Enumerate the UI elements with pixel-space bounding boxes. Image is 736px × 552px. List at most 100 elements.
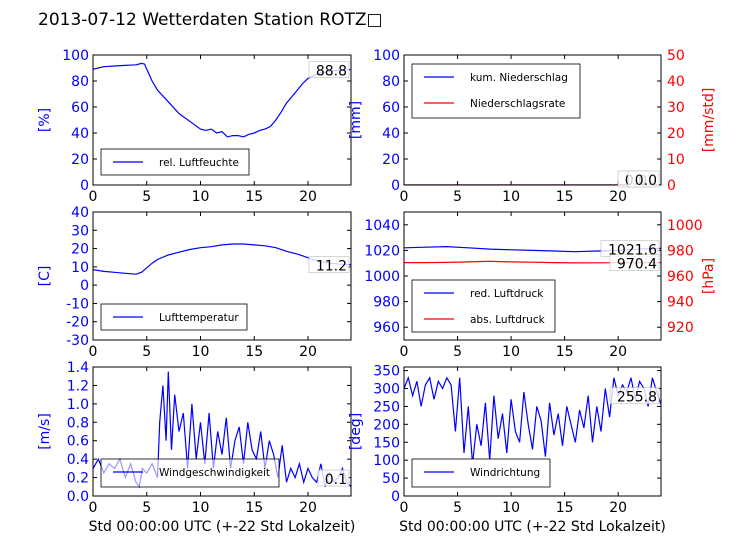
last-value-label: 255.8	[617, 390, 657, 406]
y-tick-label: 1.0	[67, 397, 89, 413]
x-tick-label: 5	[453, 500, 462, 516]
y-tick-label: 0.6	[67, 434, 89, 450]
last-value-label: 11.2	[316, 259, 347, 275]
x-tick-label: 10	[192, 189, 210, 205]
y2-axis-label: [hPa]	[701, 258, 717, 294]
y-tick-label: 50	[382, 471, 400, 487]
value-badge	[308, 256, 350, 273]
x-tick-label: 0	[89, 189, 98, 205]
y-tick-label: -30	[66, 333, 89, 349]
legend-label: Windrichtung	[470, 467, 540, 479]
y-tick-label: 20	[71, 242, 89, 258]
x-tick-label: 10	[502, 189, 520, 205]
last-value-label: 1021.6	[608, 242, 657, 258]
last-value-label: 970.4	[617, 257, 657, 273]
legend-label: Niederschlagsrate	[470, 98, 565, 110]
legend-box	[411, 279, 556, 333]
legend-label: abs. Luftdruck	[470, 314, 546, 326]
x-tick-label: 10	[502, 500, 520, 516]
y-tick-label: 80	[382, 74, 400, 90]
y-tick-label: 1.2	[67, 378, 89, 394]
x-tick-label: 20	[299, 344, 317, 360]
y-tick-label: 20	[71, 152, 89, 168]
chart-title: 2013-07-12 Wetterdaten Station ROTZ□	[38, 10, 383, 30]
chart-panel-wind-speed: 0 5 10 15 20 0.0 0.2 0.4 0.6 0.8 1.0 1.2 1.4 [m/s] Std…	[37, 360, 355, 535]
value-badge	[609, 387, 660, 404]
y-axis-label: [deg]	[348, 413, 364, 450]
y2-tick-label: 980	[667, 243, 694, 259]
y-tick-label: 100	[373, 48, 400, 64]
x-tick-label: 0	[89, 344, 98, 360]
y-tick-label: 200	[373, 417, 400, 433]
y-tick-label: 0	[391, 178, 400, 194]
y-tick-label: 1000	[364, 269, 400, 285]
chart-panel-pressure: 0 5 10 15 20 960 980 1000 1020 1040 920 940 960 980 10…	[364, 211, 717, 360]
y-tick-label: 0	[80, 278, 89, 294]
y-tick-label: 0	[391, 489, 400, 505]
y2-tick-label: 50	[667, 48, 685, 64]
x-tick-label: 10	[192, 344, 210, 360]
y-tick-label: 0.2	[67, 471, 89, 487]
legend-box	[100, 458, 280, 488]
x-axis-label: Std 00:00:00 UTC (+-22 Std Lokalzeit)	[399, 519, 666, 535]
y-axis-label: [m/s]	[37, 413, 53, 450]
x-tick-label: 15	[556, 189, 574, 205]
x-tick-label: 0	[400, 189, 409, 205]
legend-label: Windgeschwindigkeit	[159, 467, 270, 479]
legend-label: rel. Luftfeuchte	[159, 157, 239, 169]
last-value-label: 88.8	[316, 64, 347, 80]
y-tick-label: 960	[373, 320, 400, 336]
y-tick-label: 100	[373, 453, 400, 469]
chart-panel-precipitation: 0 5 10 15 20 0 20 40 60 80 100 0 10 20 30 40 50 [mm] [mm/s…	[348, 48, 717, 205]
y-tick-label: 20	[382, 152, 400, 168]
value-badge	[308, 61, 350, 78]
y2-tick-label: 920	[667, 320, 694, 336]
x-tick-label: 5	[453, 189, 462, 205]
y2-axis-label: [mm/std]	[701, 88, 717, 153]
y2-tick-label: 960	[667, 269, 694, 285]
x-axis-label: Std 00:00:00 UTC (+-22 Std Lokalzeit)	[89, 519, 356, 535]
y2-tick-label: 0	[667, 178, 676, 194]
chart-panel-humidity: 0 5 10 15 20 0 20 40 60 80 100 [%] rel. Luftfeuchte 8…	[37, 48, 352, 205]
y-axis-label: [mm]	[348, 101, 364, 139]
x-tick-label: 5	[142, 500, 151, 516]
y-tick-label: 0.4	[67, 452, 89, 468]
x-tick-label: 0	[400, 344, 409, 360]
legend-box	[411, 458, 551, 488]
y2-tick-label: 1000	[667, 218, 703, 234]
x-tick-label: 10	[192, 500, 210, 516]
y-tick-label: 40	[382, 126, 400, 142]
legend-box	[411, 63, 581, 119]
x-tick-label: 5	[453, 344, 462, 360]
plot-frame	[403, 54, 662, 186]
x-tick-label: 20	[299, 500, 317, 516]
y-tick-label: -20	[66, 315, 89, 331]
value-badge	[317, 469, 350, 487]
legend-label: kum. Niederschlag	[470, 72, 568, 84]
y-tick-label: 40	[71, 126, 89, 142]
y-tick-label: 10	[71, 260, 89, 276]
y-tick-label: 1020	[364, 243, 400, 259]
y-tick-label: 40	[71, 205, 89, 221]
y-tick-label: 80	[71, 74, 89, 90]
x-tick-label: 20	[609, 189, 627, 205]
y2-tick-label: 940	[667, 295, 694, 311]
x-tick-label: 15	[245, 500, 263, 516]
x-tick-label: 15	[245, 189, 263, 205]
last-value-label: 0.1	[325, 472, 347, 488]
legend-label: Lufttemperatur	[159, 312, 239, 324]
y-tick-label: 980	[373, 295, 400, 311]
x-tick-label: 15	[245, 344, 263, 360]
y-tick-label: 0.8	[67, 415, 89, 431]
x-tick-label: 15	[556, 500, 574, 516]
y2-tick-label: 30	[667, 100, 685, 116]
y-tick-label: 0	[80, 178, 89, 194]
y-tick-label: 350	[373, 364, 400, 380]
plot-frame	[92, 366, 352, 497]
x-tick-label: 20	[609, 344, 627, 360]
x-tick-label: 5	[142, 344, 151, 360]
y-tick-label: 0.0	[67, 489, 89, 505]
plot-frame	[92, 54, 352, 186]
